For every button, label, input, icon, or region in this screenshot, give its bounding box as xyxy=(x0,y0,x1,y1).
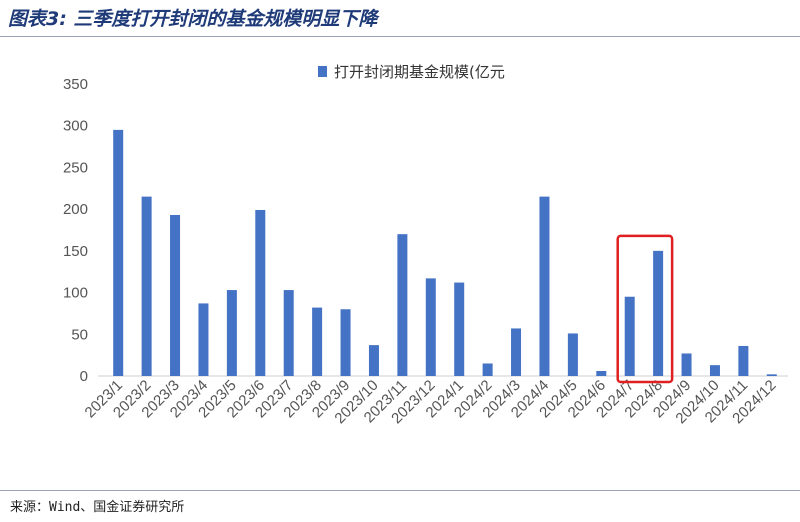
x-axis-ticks: 2023/12023/22023/32023/42023/52023/62023… xyxy=(82,377,780,427)
bar xyxy=(511,328,522,376)
bar xyxy=(368,345,379,376)
legend: 打开封闭期基金规模(亿元 xyxy=(318,63,505,81)
figure-title: 图表3: 三季度打开封闭的基金规模明显下降 xyxy=(8,8,378,30)
y-tick-label: 100 xyxy=(63,285,88,302)
bar xyxy=(766,374,777,376)
bar xyxy=(198,303,209,376)
bar xyxy=(113,129,124,376)
bar xyxy=(312,307,323,376)
bars xyxy=(113,129,777,376)
y-tick-label: 250 xyxy=(63,159,88,176)
bar xyxy=(624,296,635,376)
bar xyxy=(283,290,294,376)
bar xyxy=(738,345,749,376)
bar xyxy=(170,214,181,376)
y-axis-ticks: 0 50 100 150 200 250 300 350 xyxy=(63,76,88,385)
bar xyxy=(454,282,465,376)
bar xyxy=(482,363,493,376)
bar xyxy=(653,250,664,376)
bar xyxy=(226,290,237,376)
bar xyxy=(340,309,351,376)
top-divider xyxy=(0,36,800,37)
bar xyxy=(709,365,720,376)
y-tick-label: 0 xyxy=(80,368,88,385)
bar xyxy=(425,278,436,376)
bar xyxy=(596,370,607,376)
bar xyxy=(255,209,266,376)
legend-label: 打开封闭期基金规模(亿元 xyxy=(334,63,505,81)
bar xyxy=(141,196,152,376)
bar xyxy=(567,333,578,376)
y-tick-label: 50 xyxy=(71,326,88,343)
highlight-box xyxy=(616,234,674,384)
bar xyxy=(539,196,550,376)
y-tick-label: 300 xyxy=(63,118,88,135)
bar xyxy=(681,353,692,376)
bottom-divider xyxy=(0,490,800,491)
legend-swatch xyxy=(318,66,327,77)
bar-chart: 打开封闭期基金规模(亿元 0 50 100 150 200 250 300 350 2023/… xyxy=(63,63,788,427)
y-tick-label: 150 xyxy=(63,243,88,260)
source-note: 来源：Wind、国金证券研究所 xyxy=(10,500,185,515)
y-tick-label: 350 xyxy=(63,76,88,93)
y-tick-label: 200 xyxy=(63,201,88,218)
bar xyxy=(397,234,408,376)
